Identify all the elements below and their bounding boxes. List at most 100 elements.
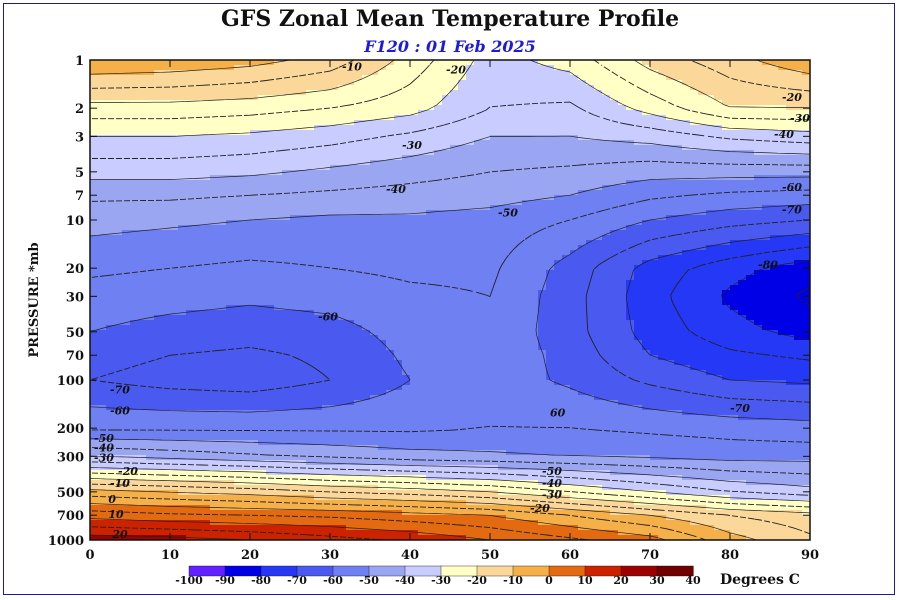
contour-cell xyxy=(778,320,787,326)
contour-cell xyxy=(98,90,107,96)
contour-cell xyxy=(274,330,283,336)
contour-cell xyxy=(450,120,459,126)
contour-cell xyxy=(498,65,507,71)
contour-cell xyxy=(346,155,355,161)
contour-cell xyxy=(514,115,523,121)
contour-cell xyxy=(90,225,99,231)
contour-cell xyxy=(338,90,347,96)
contour-cell xyxy=(314,100,323,106)
contour-cell xyxy=(538,135,547,141)
contour-cell xyxy=(378,220,387,226)
contour-cell xyxy=(570,200,579,206)
contour-cell xyxy=(338,230,347,236)
contour-cell xyxy=(570,320,579,326)
contour-cell xyxy=(226,155,235,161)
contour-cell xyxy=(146,100,155,106)
contour-cell xyxy=(506,65,515,71)
contour-cell xyxy=(202,110,211,116)
contour-cell xyxy=(322,190,331,196)
contour-cell xyxy=(490,115,499,121)
contour-cell xyxy=(338,95,347,101)
contour-cell xyxy=(666,310,675,316)
contour-cell xyxy=(690,325,699,331)
contour-cell xyxy=(362,165,371,171)
contour-cell xyxy=(658,280,667,286)
contour-cell xyxy=(370,250,379,256)
contour-cell xyxy=(786,295,795,301)
contour-cell xyxy=(642,75,651,81)
contour-cell xyxy=(474,250,483,256)
contour-cell xyxy=(682,100,691,106)
contour-cell xyxy=(538,160,547,166)
contour-cell xyxy=(730,125,739,131)
contour-cell xyxy=(386,235,395,241)
contour-cell xyxy=(338,75,347,81)
contour-cell xyxy=(554,170,563,176)
contour-cell xyxy=(586,135,595,141)
contour-cell xyxy=(410,235,419,241)
contour-cell xyxy=(642,180,651,186)
contour-cell xyxy=(266,170,275,176)
contour-cell xyxy=(530,115,539,121)
contour-cell xyxy=(594,325,603,331)
contour-cell xyxy=(610,280,619,286)
contour-cell xyxy=(506,275,515,281)
contour-cell xyxy=(386,230,395,236)
contour-cell xyxy=(98,110,107,116)
contour-cell xyxy=(130,300,139,306)
contour-cell xyxy=(786,235,795,241)
contour-cell xyxy=(658,295,667,301)
contour-cell xyxy=(682,125,691,131)
contour-cell xyxy=(794,90,803,96)
contour-cell xyxy=(786,120,795,126)
contour-cell xyxy=(298,325,307,331)
contour-cell xyxy=(154,105,163,111)
contour-cell xyxy=(586,115,595,121)
contour-cell xyxy=(274,280,283,286)
contour-cell xyxy=(362,300,371,306)
contour-cell xyxy=(234,185,243,191)
contour-cell xyxy=(474,110,483,116)
contour-cell xyxy=(762,100,771,106)
contour-cell xyxy=(714,310,723,316)
contour-cell xyxy=(402,245,411,251)
contour-cell xyxy=(778,190,787,196)
contour-cell xyxy=(306,270,315,276)
contour-cell xyxy=(626,110,635,116)
contour-cell xyxy=(202,65,211,71)
contour-cell xyxy=(178,105,187,111)
contour-cell xyxy=(370,60,379,66)
contour-cell xyxy=(522,215,531,221)
contour-cell xyxy=(442,60,451,66)
contour-cell xyxy=(594,200,603,206)
contour-cell xyxy=(658,325,667,331)
contour-cell xyxy=(778,75,787,81)
contour-cell xyxy=(146,105,155,111)
contour-cell xyxy=(370,190,379,196)
contour-cell xyxy=(354,320,363,326)
contour-cell xyxy=(114,220,123,226)
contour-cell xyxy=(650,115,659,121)
contour-cell xyxy=(338,145,347,151)
contour-cell xyxy=(450,330,459,336)
contour-cell xyxy=(578,225,587,231)
contour-cell xyxy=(274,60,283,66)
contour-cell xyxy=(394,65,403,71)
contour-cell xyxy=(250,240,259,246)
contour-cell xyxy=(634,310,643,316)
contour-cell xyxy=(210,240,219,246)
contour-cell xyxy=(218,265,227,271)
contour-cell xyxy=(226,75,235,81)
contour-cell xyxy=(554,280,563,286)
contour-cell xyxy=(754,120,763,126)
contour-cell xyxy=(562,315,571,321)
contour-cell xyxy=(530,195,539,201)
contour-cell xyxy=(802,180,810,186)
contour-cell xyxy=(674,100,683,106)
contour-cell xyxy=(178,285,187,291)
contour-cell xyxy=(314,315,323,321)
contour-cell xyxy=(658,265,667,271)
contour-cell xyxy=(458,225,467,231)
contour-cell xyxy=(618,205,627,211)
contour-cell xyxy=(346,245,355,251)
